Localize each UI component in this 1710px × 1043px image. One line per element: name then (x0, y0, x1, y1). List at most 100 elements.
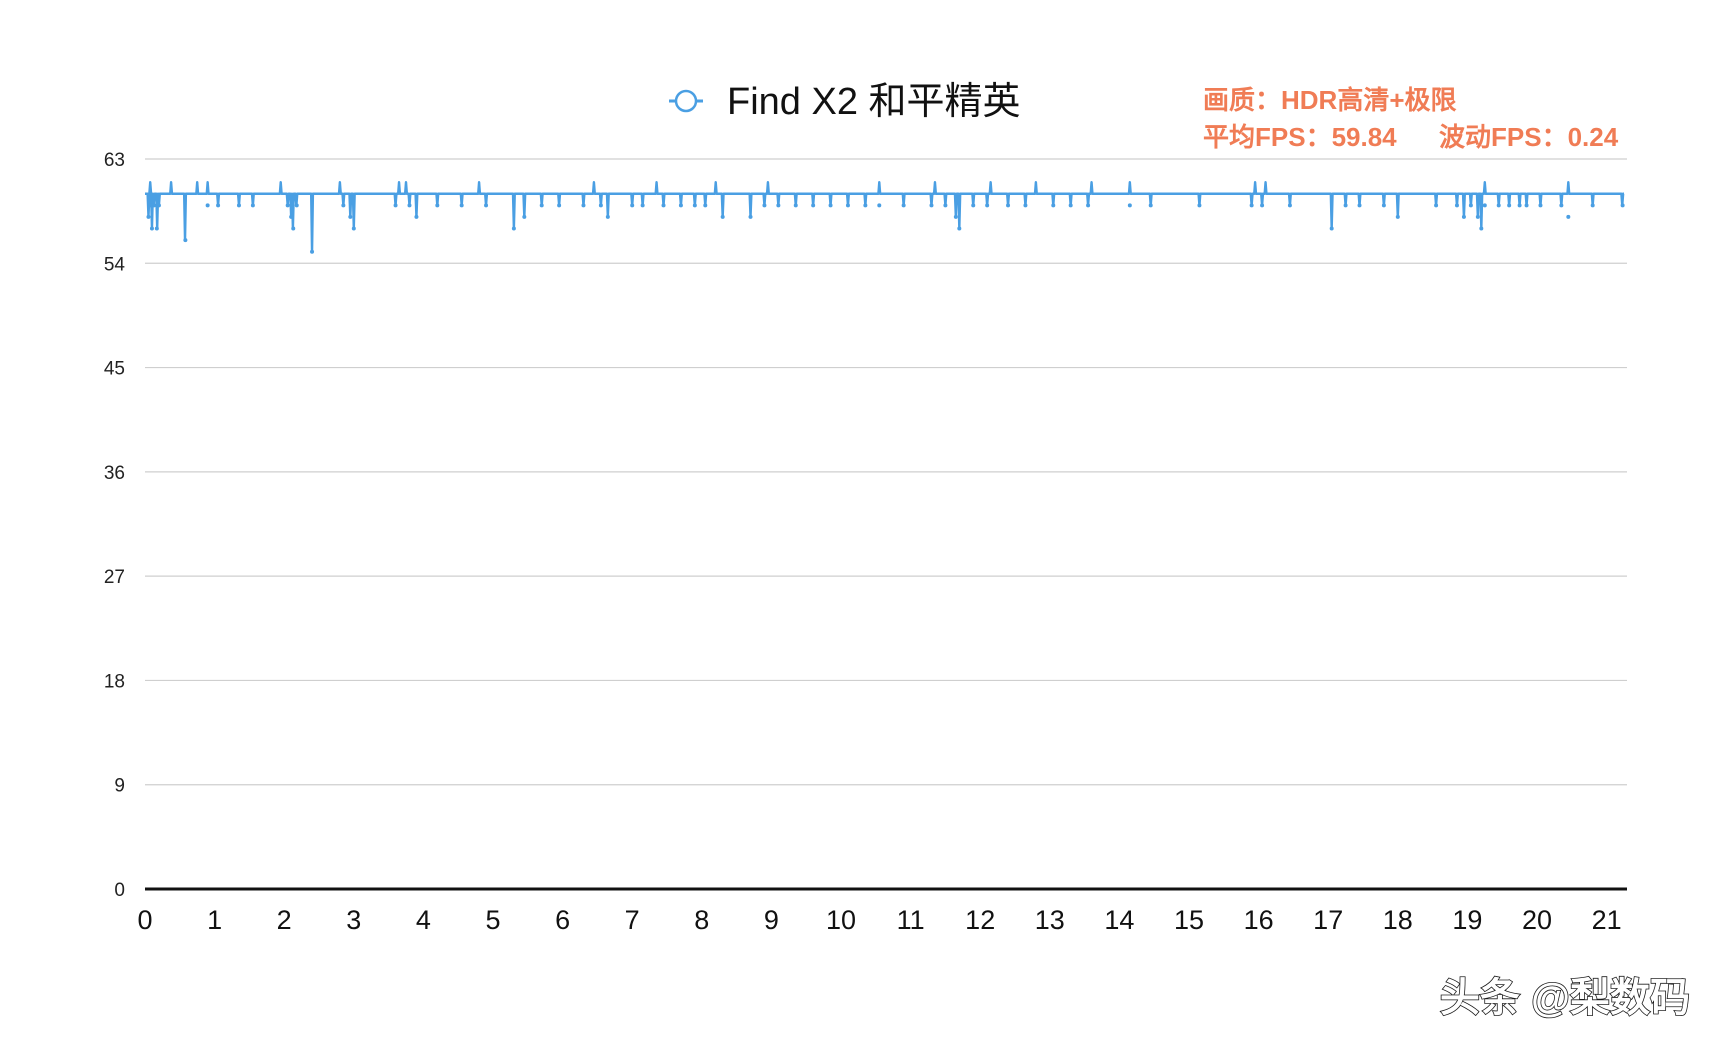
data-point-dip (776, 203, 781, 208)
data-point-dip (152, 203, 157, 208)
data-point-dip (1148, 203, 1153, 208)
data-point-dip (291, 226, 296, 231)
data-point-dip (957, 226, 962, 231)
data-point-dip (146, 214, 151, 219)
data-point-dip (581, 203, 586, 208)
data-point-dip (557, 203, 562, 208)
x-tick-label: 20 (1522, 905, 1552, 935)
y-tick-label: 0 (114, 880, 125, 901)
legend-series-name: Find X2 和平精英 (727, 81, 1021, 123)
data-point-dip (348, 214, 353, 219)
y-tick-label: 36 (104, 463, 125, 484)
data-point-dip (522, 214, 527, 219)
data-point-dip (1287, 203, 1292, 208)
data-point-dip (1381, 203, 1386, 208)
data-point-dip (183, 238, 188, 243)
y-axis-ticks: 0 9 18 27 36 45 54 63 (104, 150, 126, 901)
data-point-dip (1395, 214, 1400, 219)
data-point-dip (703, 203, 708, 208)
data-point-dip (845, 203, 850, 208)
y-tick-label: 45 (104, 359, 125, 380)
data-point-dip (294, 203, 299, 208)
data-point-dip (1590, 203, 1595, 208)
annotation-block: 画质：HDR高清+极限 平均FPS：59.84 波动FPS：0.24 (1203, 85, 1619, 152)
x-tick-label: 19 (1452, 905, 1482, 935)
x-tick-label: 7 (625, 905, 640, 935)
x-tick-label: 6 (555, 905, 570, 935)
data-point-dip (877, 203, 882, 208)
gridlines (145, 158, 1627, 786)
data-point-dip (1454, 203, 1459, 208)
data-point-dip (1538, 203, 1543, 208)
data-point-dip (1357, 203, 1362, 208)
data-point-dip (216, 203, 221, 208)
data-point-dip (1051, 203, 1056, 208)
y-tick-label: 27 (104, 567, 125, 588)
data-point-dip (762, 203, 767, 208)
data-point-dip (511, 226, 516, 231)
data-point-dip (1482, 203, 1487, 208)
data-point-dip (1461, 214, 1466, 219)
y-tick-label: 63 (104, 150, 125, 171)
x-tick-label: 9 (764, 905, 779, 935)
data-point-dip (236, 203, 241, 208)
data-point-dip (720, 214, 725, 219)
data-point-dip (351, 226, 356, 231)
data-point-dip (1496, 203, 1501, 208)
data-point-dip (943, 203, 948, 208)
x-tick-label: 5 (485, 905, 500, 935)
data-point-dip (414, 214, 419, 219)
x-axis-ticks: 0 1 2 3 4 5 6 7 8 9 10 11 12 13 14 15 16 17 18 19 20 21 (137, 905, 1621, 935)
data-point-dip (828, 203, 833, 208)
data-point-dip (1260, 203, 1265, 208)
x-tick-label: 0 (137, 905, 152, 935)
annotation-average-fps: 平均FPS：59.84 (1203, 122, 1397, 152)
data-point-dip (1127, 203, 1132, 208)
data-point-dip (1566, 214, 1571, 219)
x-tick-label: 11 (897, 905, 925, 935)
y-tick-label: 18 (104, 671, 125, 692)
data-point-dip (692, 203, 697, 208)
data-point-dip (205, 203, 210, 208)
data-point-dip (484, 203, 489, 208)
data-point-dip (1006, 203, 1011, 208)
data-point-dip (971, 203, 976, 208)
data-point-dip (953, 214, 958, 219)
y-tick-label: 9 (114, 776, 125, 797)
data-point-dip (1023, 203, 1028, 208)
watermark-text: 头条 @梨数码 (1440, 976, 1690, 1020)
data-point-dip (148, 203, 153, 208)
x-tick-label: 4 (416, 905, 431, 935)
series-group (144, 180, 1625, 254)
y-tick-label: 54 (104, 254, 126, 275)
data-point-dip (985, 203, 990, 208)
data-point-dip (1517, 203, 1522, 208)
data-point-dip (435, 203, 440, 208)
data-point-dip (1068, 203, 1073, 208)
x-tick-label: 17 (1313, 905, 1343, 935)
data-point-dip (678, 203, 683, 208)
data-point-dip (929, 203, 934, 208)
data-point-dip (1479, 226, 1484, 231)
x-tick-label: 10 (826, 905, 856, 935)
x-tick-label: 16 (1244, 905, 1274, 935)
x-tick-label: 13 (1035, 905, 1065, 935)
data-point-dip (341, 203, 346, 208)
x-tick-label: 2 (277, 905, 292, 935)
x-tick-label: 3 (346, 905, 361, 935)
data-point-dip (285, 203, 290, 208)
data-point-dip (1507, 203, 1512, 208)
data-point-dip (407, 203, 412, 208)
data-point-dip (901, 203, 906, 208)
data-point-dip (1468, 203, 1473, 208)
data-point-dip (1559, 203, 1564, 208)
data-point-dip (149, 226, 154, 231)
data-point-dip (793, 203, 798, 208)
data-point-dip (811, 203, 816, 208)
x-tick-label: 15 (1174, 905, 1204, 935)
data-point-dip (1343, 203, 1348, 208)
x-tick-label: 8 (694, 905, 709, 935)
data-point-dip (1249, 203, 1254, 208)
annotation-quality: 画质：HDR高清+极限 (1203, 85, 1457, 115)
data-point-dip (1329, 226, 1334, 231)
